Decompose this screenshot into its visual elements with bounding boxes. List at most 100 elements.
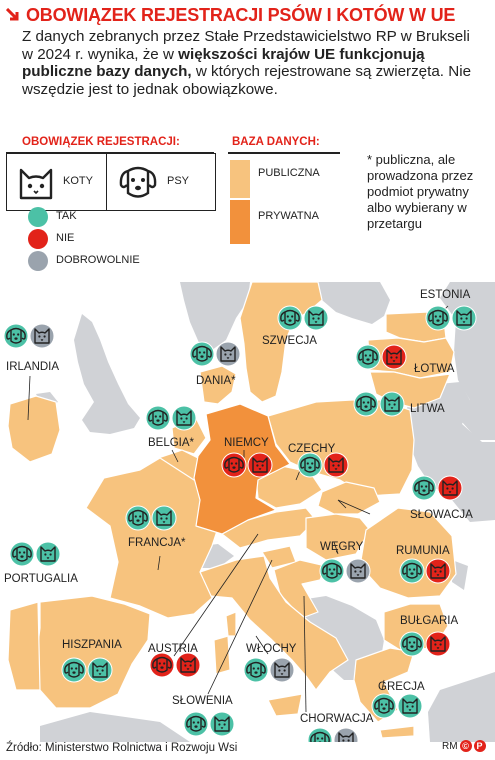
database-label-private: PRYWATNA: [258, 210, 319, 222]
italy-land: [199, 555, 349, 691]
great-britain-land: [74, 314, 140, 434]
icon-pair-wegry: [319, 558, 371, 584]
country-label-bulgaria: BUŁGARIA: [400, 615, 458, 627]
dog-status-icon: [399, 631, 425, 657]
icon-pair-czechy: [297, 452, 349, 478]
credit-mark: P: [473, 740, 486, 752]
cat-status-icon: [171, 405, 197, 431]
croatia-land: [273, 559, 327, 619]
cat-status-icon: [269, 657, 295, 683]
cat-status-icon: [345, 558, 371, 584]
icon-pair-wlochy: [243, 657, 295, 683]
dog-status-icon: [411, 475, 437, 501]
page-title: OBOWIĄZEK REJESTRACJI PSÓW I KOTÓW W UE: [26, 4, 456, 25]
icon-pair-grecja: [371, 693, 423, 719]
country-label-francja: FRANCJA*: [128, 537, 186, 549]
country-label-lotwa: ŁOTWA: [414, 363, 455, 375]
country-label-litwa: LITWA: [410, 403, 445, 415]
leader-slowenia: [207, 559, 273, 695]
north-africa-land: [40, 712, 190, 742]
sweden-land: [239, 281, 323, 403]
country-label-dania: DANIA*: [196, 375, 236, 387]
intro-bold: większości krajów UE funkcjonują publicz…: [22, 45, 425, 81]
dog-status-icon: [399, 558, 425, 584]
dog-status-icon: [371, 693, 397, 719]
belarus-ukraine-land: [404, 382, 495, 522]
dog-status-icon: [277, 305, 303, 331]
dogs-label: PSY: [167, 175, 190, 187]
intro-part1: Z danych zebranych przez Stałe Przedstaw…: [22, 28, 470, 63]
hungary-land: [305, 513, 371, 561]
portugal-land: [7, 601, 41, 691]
intro-part2: w których rejestrowane są zwierzęta. Nie…: [22, 63, 472, 98]
icon-pair-slowacja: [411, 475, 463, 501]
turkey-land: [428, 672, 495, 742]
dog-status-icon: [3, 323, 29, 349]
icon-pair-portugalia: [9, 541, 61, 567]
cat-status-icon: [425, 558, 451, 584]
copyright-icon: ©: [459, 740, 472, 752]
cat-status-icon: [381, 344, 407, 370]
leader-belgia: [171, 449, 179, 463]
legend-dot-nie: [28, 229, 48, 249]
leader-grecja: [381, 679, 385, 691]
cat-status-icon: [175, 652, 201, 678]
intro-text: Z danych zebranych przez Stałe Przedstaw…: [22, 28, 484, 98]
header: OBOWIĄZEK REJESTRACJI PSÓW I KOTÓW W UE …: [0, 0, 495, 130]
icon-pair-francja: [125, 505, 177, 531]
country-label-czechy: CZECHY: [288, 443, 336, 455]
icon-pair-szwecja: [277, 305, 329, 331]
leader-wlochy: [255, 635, 269, 655]
dog-status-icon: [61, 657, 87, 683]
country-label-austria: AUSTRIA: [148, 643, 198, 655]
swatch-private: [230, 200, 250, 244]
cat-status-icon: [333, 727, 359, 742]
country-label-niemcy: NIEMCY: [224, 437, 269, 449]
dog-status-icon: [149, 652, 175, 678]
swatch-public: [230, 160, 250, 198]
dog-status-icon: [355, 344, 381, 370]
country-label-belgia: BELGIA*: [148, 437, 195, 449]
country-label-slowacja: SŁOWACJA: [410, 509, 473, 521]
dog-status-icon: [189, 341, 215, 367]
dog-status-icon: [125, 505, 151, 531]
leader-francja: [157, 555, 161, 571]
database-rule: [228, 152, 340, 154]
cats-box: KOTY: [6, 153, 108, 211]
dog-status-icon: [183, 711, 209, 737]
country-label-portugalia: PORTUGALIA: [4, 573, 78, 585]
dog-status-icon: [319, 558, 345, 584]
dogs-box: PSY: [106, 153, 216, 211]
country-label-irlandia: IRLANDIA: [6, 361, 59, 373]
cat-status-icon: [29, 323, 55, 349]
icon-pair-estonia: [425, 305, 477, 331]
cat-legend-icon: [19, 168, 53, 200]
legend-label-dobrowolnie: DOBROWOLNIE: [56, 254, 140, 266]
corsica-land: [225, 611, 237, 637]
cat-status-icon: [87, 657, 113, 683]
cat-status-icon: [437, 475, 463, 501]
france-land: [85, 457, 221, 619]
cat-status-icon: [303, 305, 329, 331]
leader-irlandia: [27, 375, 31, 421]
country-label-hiszpania: HISZPANIA: [62, 639, 122, 651]
moldova-land: [452, 560, 468, 590]
cats-label: KOTY: [63, 175, 93, 187]
country-label-grecja: GRECJA: [378, 681, 425, 693]
legend-dot-tak: [28, 207, 48, 227]
title-row: OBOWIĄZEK REJESTRACJI PSÓW I KOTÓW W UE: [6, 3, 455, 27]
leader-slowacja: [337, 499, 371, 515]
dog-status-icon: [243, 657, 269, 683]
cat-status-icon: [209, 711, 235, 737]
icon-pair-rumunia: [399, 558, 451, 584]
country-label-chorwacja: CHORWACJA: [300, 713, 374, 725]
legend-label-tak: TAK: [56, 210, 77, 222]
registration-heading: OBOWIĄZEK REJESTRACJI:: [22, 136, 180, 148]
registration-icons: [3, 305, 477, 742]
cat-status-icon: [323, 452, 349, 478]
cat-status-icon: [247, 452, 273, 478]
title-arrow-icon: [6, 8, 19, 21]
database-label-public: PUBLICZNA: [258, 167, 320, 179]
cat-status-icon: [151, 505, 177, 531]
dog-status-icon: [425, 305, 451, 331]
